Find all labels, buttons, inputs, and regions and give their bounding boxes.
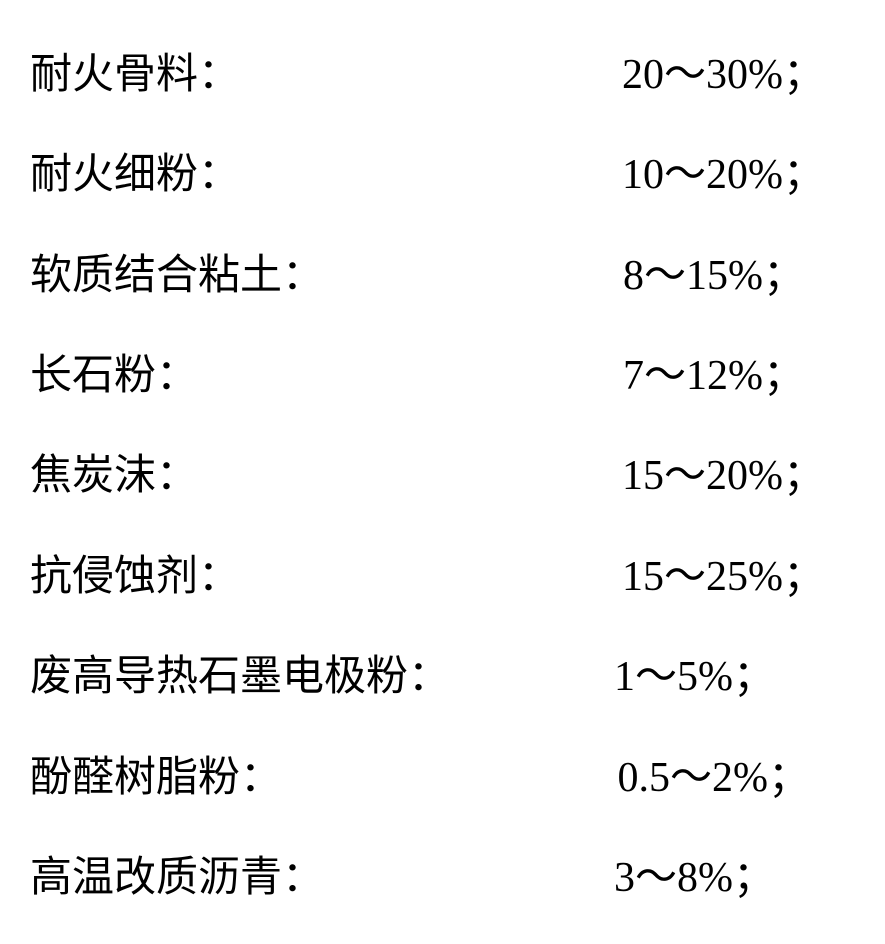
ingredient-row: 耐火骨料： 20～30%； <box>30 40 855 101</box>
ingredient-value: 15～25%； <box>622 542 855 603</box>
ingredient-row: 废高导热石墨电极粉： 1～5%； <box>30 642 855 703</box>
ingredient-label: 软质结合粘土： <box>30 241 324 302</box>
ingredient-value: 20～30%； <box>622 40 855 101</box>
ingredient-label: 耐火细粉： <box>30 140 240 201</box>
ingredient-value: 7～12%； <box>623 341 855 402</box>
ingredient-label: 耐火骨料： <box>30 40 240 101</box>
ingredient-value: 15～20%； <box>622 441 855 502</box>
ingredient-value: 3～8%； <box>614 843 855 904</box>
ingredient-row: 抗侵蚀剂： 15～25%； <box>30 542 855 603</box>
ingredient-row: 焦炭沫： 15～20%； <box>30 441 855 502</box>
ingredient-row: 耐火细粉： 10～20%； <box>30 140 855 201</box>
ingredient-label: 焦炭沫： <box>30 441 198 502</box>
ingredient-row: 软质结合粘土： 8～15%； <box>30 241 855 302</box>
ingredient-label: 抗侵蚀剂： <box>30 542 240 603</box>
ingredient-list: 耐火骨料： 20～30%； 耐火细粉： 10～20%； 软质结合粘土： 8～15… <box>30 20 855 924</box>
ingredient-label: 酚醛树脂粉： <box>30 743 282 804</box>
ingredient-row: 长石粉： 7～12%； <box>30 341 855 402</box>
ingredient-value: 1～5%； <box>614 642 855 703</box>
ingredient-value: 8～15%； <box>623 241 855 302</box>
ingredient-label: 废高导热石墨电极粉： <box>30 642 450 703</box>
ingredient-row: 酚醛树脂粉： 0.5～2%； <box>30 743 855 804</box>
ingredient-label: 高温改质沥青： <box>30 843 324 904</box>
ingredient-value: 0.5～2%； <box>618 743 856 804</box>
ingredient-label: 长石粉： <box>30 341 198 402</box>
ingredient-value: 10～20%； <box>622 140 855 201</box>
ingredient-row: 高温改质沥青： 3～8%； <box>30 843 855 904</box>
